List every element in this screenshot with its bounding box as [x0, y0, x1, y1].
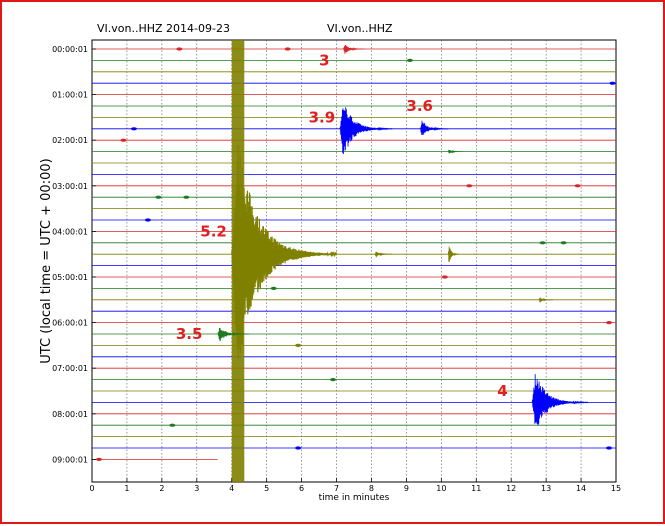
saturated-quake-band [231, 40, 245, 482]
seismic-event-waveform [231, 145, 338, 359]
x-tick-label: 8 [369, 484, 374, 493]
x-tick-label: 11 [471, 484, 481, 493]
y-tick-label: 00:00:01 [52, 45, 88, 54]
seismic-blip [330, 378, 337, 382]
seismic-blip [169, 423, 176, 427]
x-tick-label: 0 [89, 484, 94, 493]
seismic-blip [606, 446, 613, 450]
x-tick-label: 2 [159, 484, 164, 493]
magnitude-annotations: 3 3.9 3.6 5.2 3.5 4 [176, 51, 508, 400]
seismic-event-waveform [447, 246, 460, 262]
seismic-event-waveform [374, 251, 393, 258]
y-axis-label: UTC (local time = UTC + 00:00) [39, 158, 54, 363]
magnitude-label: 3.5 [176, 325, 203, 343]
magnitude-label: 4 [497, 382, 507, 400]
seismic-blip [295, 343, 302, 347]
x-tick-label: 4 [229, 484, 234, 493]
seismic-blip [609, 81, 616, 85]
magnitude-label: 3.9 [309, 108, 336, 126]
seismic-blip [560, 241, 567, 245]
magnitude-label: 3 [319, 51, 329, 69]
seismic-event-waveform [420, 120, 449, 136]
seismic-blip [606, 321, 613, 325]
seismic-event-waveform [217, 327, 250, 341]
x-tick-label: 15 [611, 484, 621, 493]
seismic-blip [284, 47, 291, 51]
seismic-blip [95, 457, 102, 461]
seismic-blip [183, 195, 190, 199]
vertical-grid [126, 40, 582, 482]
x-tick-label: 12 [506, 484, 516, 493]
seismic-event-waveform [447, 149, 463, 154]
x-tick-label: 10 [436, 484, 446, 493]
magnitude-label: 5.2 [200, 222, 227, 240]
x-tick-label: 9 [404, 484, 409, 493]
x-tick-label: 14 [576, 484, 586, 493]
seismic-event-waveform [343, 44, 365, 54]
seismic-blip [441, 275, 448, 279]
seismic-blip [120, 138, 127, 142]
seismic-blip [406, 58, 413, 63]
seismic-blip [144, 218, 151, 222]
y-tick-label: 09:00:01 [52, 455, 88, 464]
y-tick-label: 06:00:01 [52, 319, 88, 328]
x-tick-label: 1 [124, 484, 129, 493]
seismic-event-waveform [339, 107, 393, 155]
seismic-blip [270, 286, 277, 290]
chart-title-center: VI.von..HHZ [327, 22, 393, 35]
seismic-blip [155, 195, 162, 199]
plot-area [91, 39, 617, 483]
y-tick-label: 02:00:01 [52, 136, 88, 145]
x-axis-ticks: 0 1 2 3 4 5 6 7 8 9 10 11 12 13 14 15 [89, 478, 621, 493]
seismic-blip [176, 47, 183, 51]
seismic-blip [539, 241, 546, 245]
x-tick-label: 3 [194, 484, 199, 493]
y-tick-label: 07:00:01 [52, 364, 88, 373]
seismic-blip [466, 184, 473, 188]
seismic-traces [92, 48, 616, 460]
chart-title-left: VI.von..HHZ 2014-09-23 [97, 22, 230, 35]
x-tick-label: 6 [299, 484, 304, 493]
seismic-blip [130, 127, 137, 131]
y-tick-label: 01:00:01 [52, 91, 88, 100]
seismic-event-waveform [531, 374, 589, 426]
x-axis-label: time in minutes [319, 493, 390, 503]
x-tick-label: 5 [264, 484, 269, 493]
seismic-event-waveform [538, 297, 554, 303]
seismic-events [95, 40, 616, 482]
seismic-blip [574, 184, 581, 188]
y-tick-label: 03:00:01 [52, 182, 88, 191]
seismic-blip [295, 446, 302, 450]
magnitude-label: 3.6 [406, 97, 433, 115]
y-tick-label: 08:00:01 [52, 410, 88, 419]
x-tick-label: 13 [541, 484, 551, 493]
y-tick-label: 04:00:01 [52, 227, 88, 236]
y-axis-ticks: 00:00:01 01:00:01 02:00:01 03:00:01 04:00:01… [52, 45, 96, 464]
y-tick-label: 05:00:01 [52, 273, 88, 282]
x-tick-label: 7 [334, 484, 339, 493]
